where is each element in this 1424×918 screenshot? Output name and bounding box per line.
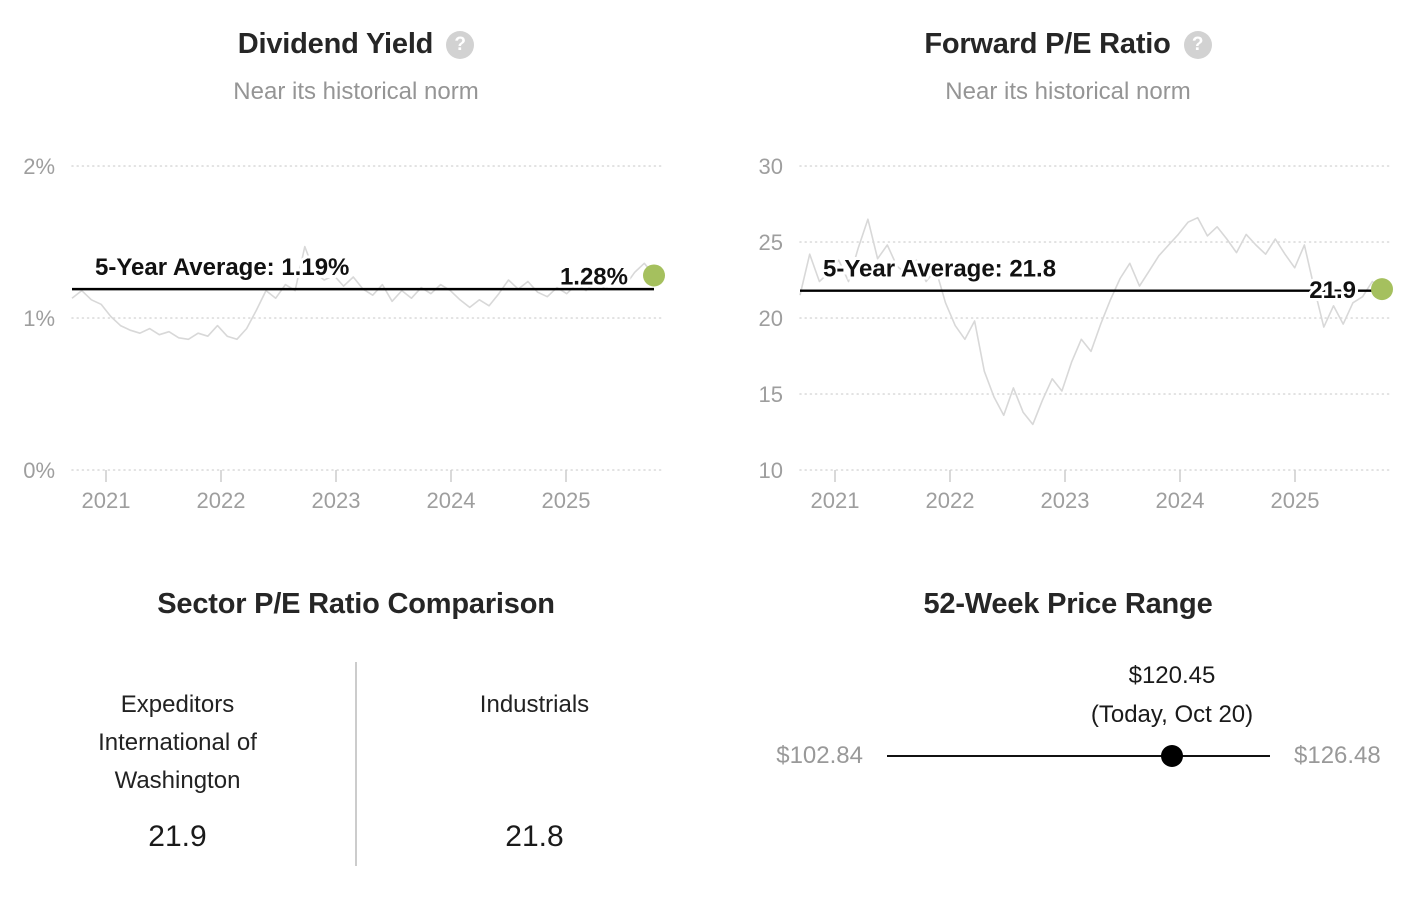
current-value-dot [1371,278,1393,301]
average-label: 5-Year Average: 21.8 [823,256,1056,283]
y-axis-label: 15 [759,382,783,407]
x-axis-label: 2025 [542,488,591,513]
x-axis-label: 2023 [1041,488,1090,513]
page-title-forward-pe: Forward P/E Ratio [924,27,1171,60]
x-axis-label: 2025 [1271,488,1320,513]
panel-price-range: 52-Week Price Range $120.45 (Today, Oct … [712,560,1424,918]
x-axis-label: 2023 [312,488,361,513]
x-axis-label: 2021 [811,488,860,513]
panel-sector-pe-comparison: Sector P/E Ratio Comparison Expeditors I… [0,560,712,918]
panel-subtitle: Near its historical norm [233,78,479,105]
help-icon[interactable]: ? [1183,31,1212,59]
y-axis-label: 30 [759,154,783,179]
current-price-dot [1161,745,1183,767]
sector-pe-value: 21.8 [505,820,564,853]
comparison-table: Expeditors International of Washington 2… [0,662,712,866]
series-line [799,216,1383,426]
page-title-dividend-yield: Dividend Yield [237,27,434,60]
range-min-label: $102.84 [776,742,863,769]
y-axis-label: 25 [759,230,783,255]
forward-pe-chart: 30 25 20 15 10 2021 2022 2023 2024 2025 5-Year Ave… [759,154,1393,513]
company-pe-value: 21.9 [148,820,207,853]
x-axis-label: 2024 [427,488,476,513]
panel-subtitle: Near its historical norm [945,78,1191,105]
x-axis-label: 2022 [926,488,975,513]
current-value-label: 1.28% [560,263,628,290]
panel-title-row: Dividend Yield ? [0,22,712,66]
page-title-sector-comparison: Sector P/E Ratio Comparison [157,587,555,620]
help-icon[interactable]: ? [446,31,475,59]
y-axis-label: 1% [23,306,55,331]
current-price-annotation: $120.45 (Today, Oct 20) [992,656,1352,734]
comparison-column-sector: Industrials 21.8 [355,662,712,866]
sector-name-label: Industrials [479,691,590,718]
panel-dividend-yield: Dividend Yield ? Near its historical nor… [0,0,712,560]
page-title-price-range: 52-Week Price Range [923,587,1213,620]
price-range-line [887,755,1270,757]
x-axis-label: 2024 [1156,488,1205,513]
current-price-label: $120.45 [1128,662,1216,689]
company-name-label: Expeditors International of Washington [98,691,257,794]
current-value-dot [643,264,665,287]
y-axis-label: 0% [23,458,55,483]
comparison-column-company: Expeditors International of Washington 2… [0,662,355,866]
current-value-label: 21.9 [1309,277,1356,304]
panel-title-row: Sector P/E Ratio Comparison [0,582,712,626]
y-axis-label: 10 [759,458,783,483]
panel-title-row: 52-Week Price Range [712,582,1424,626]
average-label: 5-Year Average: 1.19% [95,254,349,281]
panel-forward-pe: Forward P/E Ratio ? Near its historical … [712,0,1424,560]
panel-title-row: Forward P/E Ratio ? [712,22,1424,66]
dividend-yield-chart: 2% 1% 0% 2021 2022 2023 2024 2025 5-Year Average… [23,154,665,513]
y-axis-label: 20 [759,306,783,331]
y-axis-label: 2% [23,154,55,179]
range-max-label: $126.48 [1294,742,1381,769]
current-date-label: (Today, Oct 20) [1090,701,1254,728]
x-axis-label: 2021 [82,488,131,513]
x-axis-label: 2022 [197,488,246,513]
